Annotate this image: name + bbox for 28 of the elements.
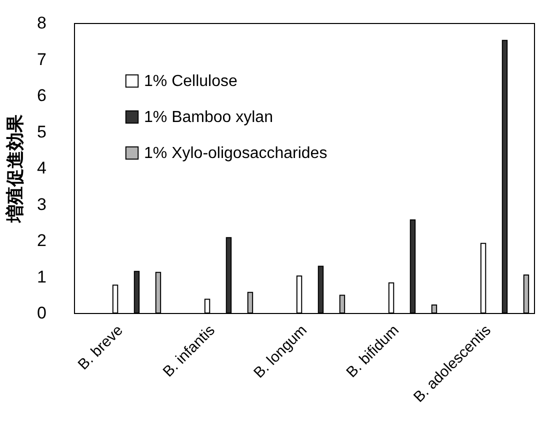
y-tick-label: 1 <box>37 267 46 286</box>
bar <box>410 219 416 314</box>
bar <box>155 272 162 314</box>
bar <box>134 270 140 314</box>
bar <box>204 298 210 314</box>
bar <box>296 276 302 314</box>
y-tick-label: 3 <box>37 194 46 214</box>
legend-label: 1% Cellulose <box>144 73 238 90</box>
y-tick-label: 2 <box>37 231 46 250</box>
bar <box>523 274 530 314</box>
bar <box>112 284 118 314</box>
bar <box>339 294 346 314</box>
bar <box>247 292 254 314</box>
y-tick-label: 6 <box>37 86 46 105</box>
y-tick-label: 5 <box>37 122 46 142</box>
bar <box>502 40 508 314</box>
y-tick-label: 0 <box>37 304 46 322</box>
legend-label: 1% Bamboo xylan <box>144 109 273 126</box>
y-tick-label: 4 <box>37 158 46 178</box>
bar <box>480 242 486 314</box>
y-tick-label: 7 <box>37 50 46 69</box>
bar <box>388 282 394 314</box>
bar <box>431 304 438 314</box>
bar <box>318 266 324 314</box>
y-tick-label: 8 <box>37 14 46 32</box>
legend-label: 1% Xylo-oligosaccharides <box>144 145 328 162</box>
y-axis-title: 増殖促進効果 <box>4 114 26 224</box>
bar <box>226 237 232 314</box>
